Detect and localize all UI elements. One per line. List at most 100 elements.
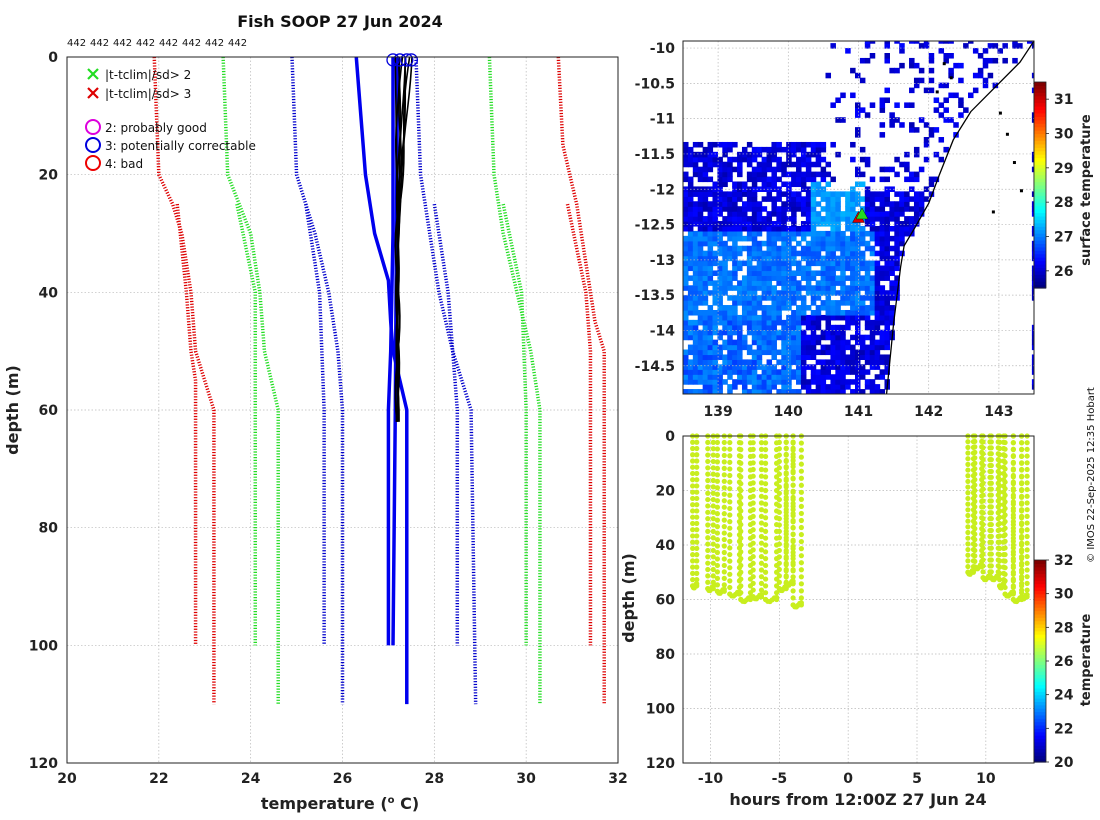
sst-cell xyxy=(796,250,802,257)
colorbar-tick-label: 31 xyxy=(1054,92,1073,108)
sst-cell xyxy=(692,290,699,296)
sst-cell xyxy=(692,151,699,158)
ts-point xyxy=(738,590,744,596)
sst-cell xyxy=(1031,191,1034,197)
colorbar-segment xyxy=(1034,222,1046,227)
sst-cell xyxy=(889,314,895,321)
sst-cell xyxy=(879,309,886,316)
sst-cell xyxy=(815,374,822,380)
ts-point xyxy=(1010,508,1016,514)
sst-cell xyxy=(874,300,881,306)
sst-cell xyxy=(683,201,689,207)
sst-cell xyxy=(717,191,723,197)
colorbar-segment xyxy=(1034,257,1046,262)
sst-cell xyxy=(751,171,758,178)
sst-cell xyxy=(781,354,787,361)
sst-cell xyxy=(884,41,890,44)
sst-cell xyxy=(879,290,886,296)
sst-cell xyxy=(815,151,822,158)
sst-cell xyxy=(820,389,827,394)
sst-cell xyxy=(815,250,822,257)
sst-cell xyxy=(1031,265,1034,272)
sst-cell xyxy=(796,156,802,163)
sst-cell xyxy=(717,211,723,217)
x-tick-label: 30 xyxy=(516,771,536,787)
legend-circle-icon xyxy=(85,119,101,135)
sst-cell xyxy=(687,275,694,281)
colorbar-segment xyxy=(1034,219,1046,224)
sst-cell xyxy=(786,324,792,331)
sst-cell xyxy=(864,280,871,286)
sst-cell xyxy=(894,260,900,267)
sst-cell xyxy=(756,260,763,267)
sst-cell xyxy=(751,206,758,212)
legend-label: |t-tclim|/sd> 2 xyxy=(105,68,191,82)
sst-cell xyxy=(687,191,694,197)
sst-cell xyxy=(899,161,905,168)
sst-cell xyxy=(737,156,743,163)
ts-point xyxy=(972,520,978,526)
ts-point xyxy=(988,569,994,575)
sst-cell xyxy=(874,389,881,394)
sst-cell xyxy=(781,280,787,286)
series--1-sd-b xyxy=(304,203,326,646)
lat-tick-label: -12.5 xyxy=(635,218,675,234)
sst-cell xyxy=(850,349,856,356)
sst-cell xyxy=(968,92,974,99)
profile-count-label: 442 xyxy=(90,38,109,49)
sst-cell xyxy=(707,225,714,232)
sst-cell xyxy=(687,250,694,257)
sst-cell xyxy=(702,216,709,222)
series--2-sd-a xyxy=(221,56,280,705)
ts-point xyxy=(965,541,971,547)
sst-cell xyxy=(737,196,743,202)
sst-cell xyxy=(820,191,827,197)
sst-cell xyxy=(687,364,694,370)
sst-cell xyxy=(722,285,728,291)
sst-cell xyxy=(820,166,827,173)
sst-cell xyxy=(791,181,797,188)
x-tick-label: 22 xyxy=(149,771,168,787)
sst-cell xyxy=(1002,43,1008,49)
sst-cell xyxy=(810,201,817,207)
colorbar-segment xyxy=(1034,620,1046,625)
sst-cell xyxy=(1031,240,1034,247)
sst-cell xyxy=(737,260,743,267)
sst-cell xyxy=(800,181,807,188)
sst-cell xyxy=(761,319,768,326)
sst-cell xyxy=(840,211,846,217)
sst-cell xyxy=(741,359,748,365)
ts-point xyxy=(1024,574,1030,580)
sst-cell xyxy=(761,374,768,380)
sst-cell xyxy=(781,235,787,242)
sst-cell xyxy=(746,151,753,158)
sst-cell xyxy=(707,369,714,375)
sst-cell xyxy=(727,389,733,394)
sst-cell xyxy=(781,225,787,232)
ts-point xyxy=(980,480,986,486)
sst-cell xyxy=(741,191,748,197)
sst-cell xyxy=(702,314,709,321)
sst-cell xyxy=(800,201,807,207)
sst-cell xyxy=(894,201,900,207)
ts-point xyxy=(1002,571,1008,577)
ts-point xyxy=(705,547,711,554)
sst-cell xyxy=(717,364,723,370)
sst-cell xyxy=(820,176,827,183)
ts-point xyxy=(727,439,733,446)
sst-cell xyxy=(913,127,920,133)
sst-cell xyxy=(859,280,866,286)
ts-point xyxy=(762,501,769,507)
sst-cell xyxy=(904,102,910,108)
sst-cell xyxy=(977,67,984,74)
sst-cell xyxy=(741,379,748,385)
sst-cell xyxy=(771,196,777,202)
sst-cell xyxy=(825,250,832,257)
sst-cell xyxy=(766,151,773,158)
ts-point xyxy=(783,513,789,519)
sst-cell xyxy=(840,344,846,351)
sst-cell xyxy=(869,319,876,326)
sst-cell xyxy=(776,374,782,380)
sst-cell xyxy=(766,295,773,301)
sst-cell xyxy=(687,359,694,365)
